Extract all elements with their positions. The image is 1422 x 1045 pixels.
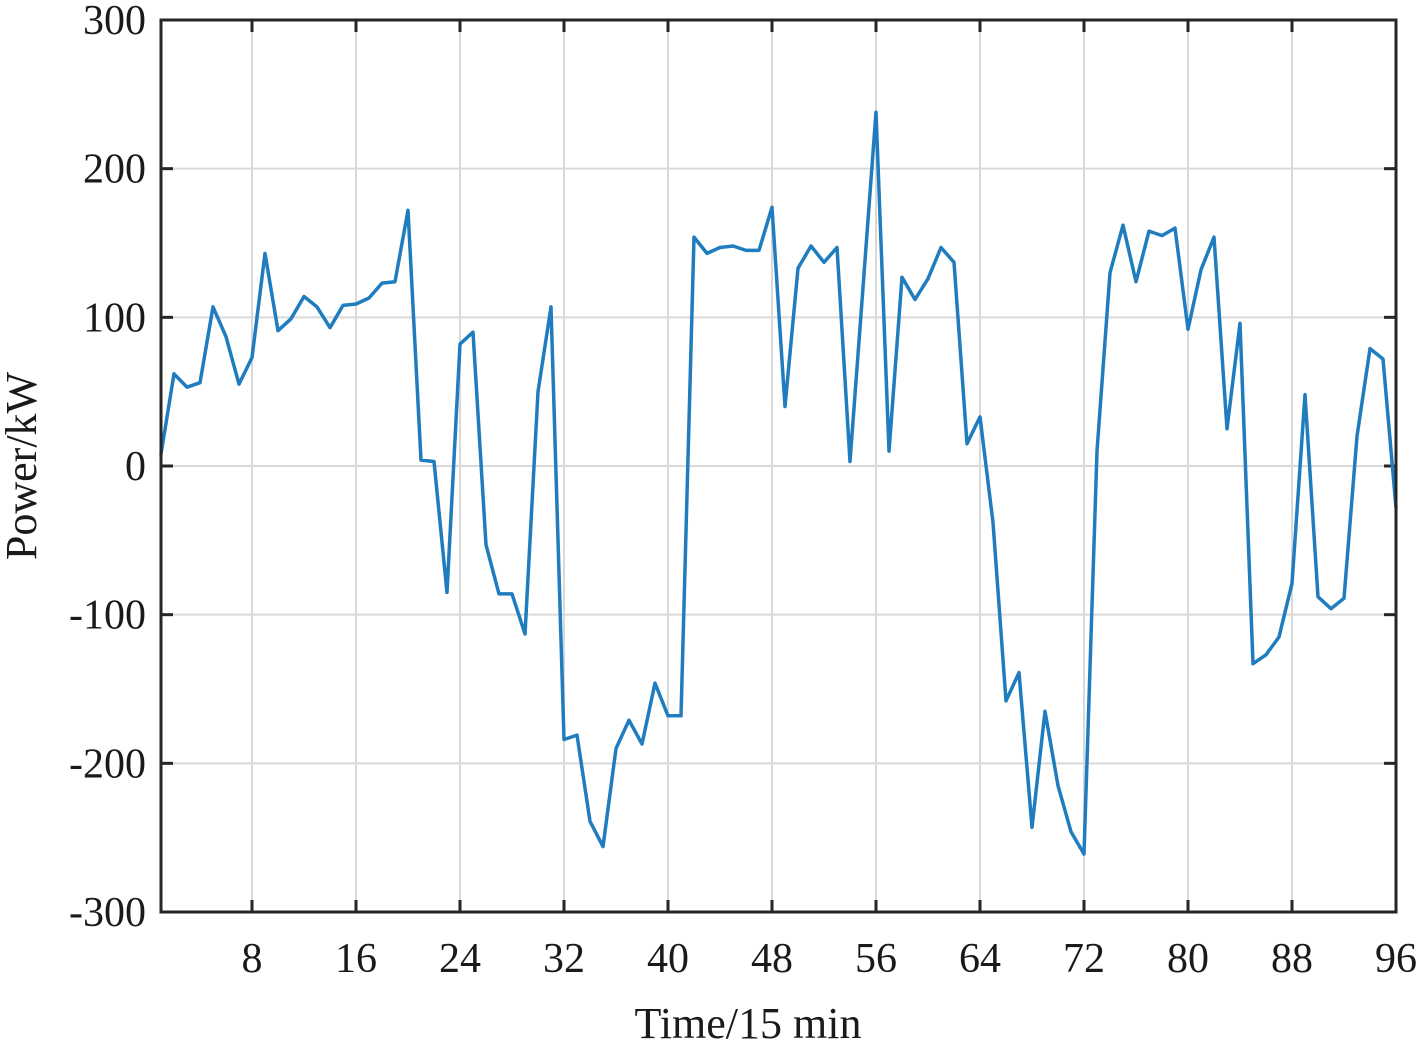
x-tick-label: 40 (647, 936, 689, 982)
x-tick-label: 96 (1375, 936, 1417, 982)
x-tick-labels: 8 16 24 32 40 48 56 64 72 80 88 96 (242, 936, 1418, 982)
x-axis-title: Time/15 min (635, 999, 862, 1045)
x-tick-label: 64 (959, 936, 1001, 982)
y-tick-label: 300 (83, 0, 146, 44)
y-tick-label: 0 (125, 444, 146, 490)
series-line (159, 110, 1398, 856)
x-tick-label: 56 (855, 936, 897, 982)
x-tick-label: 48 (751, 936, 793, 982)
y-tick-label: 200 (83, 147, 146, 193)
plot-frame (159, 18, 1398, 914)
y-tick-labels: -300 -200 -100 0 100 200 300 (69, 0, 146, 936)
x-tick-label: 32 (543, 936, 585, 982)
y-axis-title: Power/kW (0, 371, 46, 560)
x-tick-label: 16 (335, 936, 377, 982)
x-tick-label: 24 (439, 936, 481, 982)
grid-lines (161, 20, 1396, 912)
x-tick-label: 88 (1271, 936, 1313, 982)
x-tick-label: 80 (1167, 936, 1209, 982)
y-tick-label: -200 (69, 741, 146, 787)
x-tick-label: 72 (1063, 936, 1105, 982)
y-tick-label: -100 (69, 593, 146, 639)
y-tick-label: -300 (69, 890, 146, 936)
y-tick-label: 100 (83, 295, 146, 341)
x-tick-label: 8 (242, 936, 263, 982)
